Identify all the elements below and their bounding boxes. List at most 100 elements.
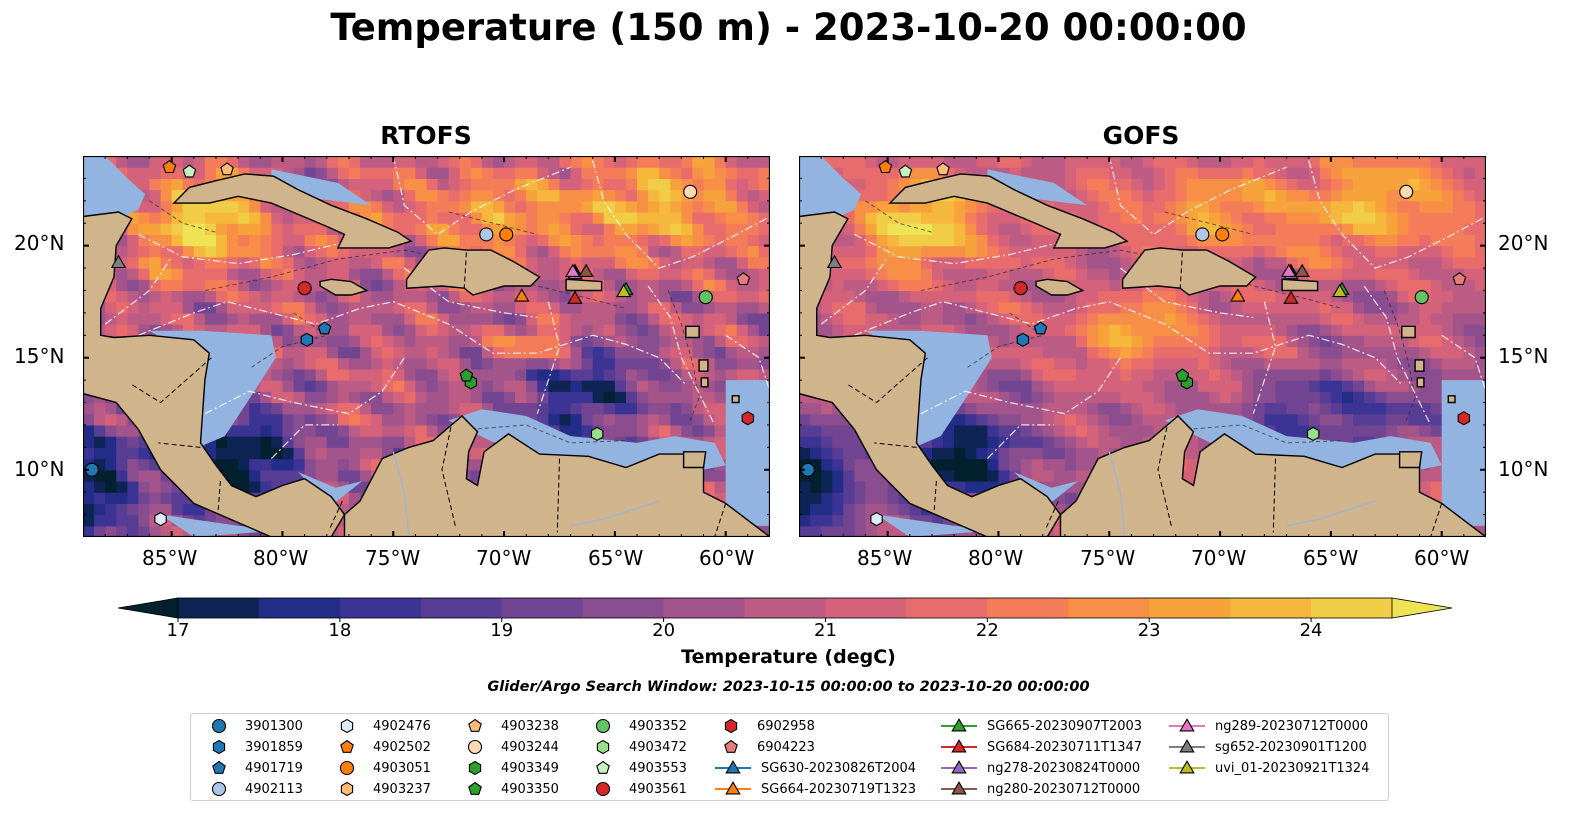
legend-label: 4902502 [373,740,431,755]
eez-boundary [1363,285,1432,426]
eez-boundary [270,424,338,460]
colorbar-segment [1230,598,1312,618]
bathymetry-contour [1186,424,1343,444]
colorbar-label: Temperature (degC) [681,646,896,668]
eez-boundary [986,424,1054,460]
observation-marker-4903553 [898,164,913,178]
observation-marker-ng280-20230712T0000 [1294,263,1310,277]
river [392,451,410,537]
country-border [1179,252,1183,289]
legend-pentagon-icon [212,760,226,774]
observation-marker-4903561 [297,281,312,296]
shelf-area [865,330,992,448]
lon-tick-60w-left: 60°W [699,546,755,570]
legend-circle-icon [211,718,227,734]
shelf-area [160,514,283,537]
country-border [441,427,456,526]
eez-boundary [854,301,1403,386]
observation-marker-4903238 [220,162,234,176]
colorbar-tick-17: 17 [166,620,190,641]
observation-marker-4903051 [1215,227,1230,242]
bathymetry-contour [204,249,627,309]
legend-marker-hexagon-icon [212,739,226,755]
legend-label: 4903244 [501,740,559,755]
land [1035,278,1085,296]
legend-label: SG630-20230826T2004 [761,761,917,776]
colorbar-segment [1149,598,1231,618]
legend-triangle-icon [1179,760,1195,774]
legend-circle-icon [211,781,227,797]
eez-boundary [1308,160,1486,269]
lon-tick-65w-right: 65°W [1303,546,1359,570]
bathymetry-contour [865,200,933,233]
observation-marker-ng280-20230712T0000 [578,263,594,277]
legend-marker-pentagon-icon [340,739,354,753]
observation-marker-4903553 [182,164,197,178]
legend-marker-triangle-icon [941,760,977,774]
legend-marker-pentagon-icon [212,760,226,774]
legend-triangle-icon [951,781,967,795]
legend-circle-icon [467,739,483,755]
observation-marker-4901719 [317,321,332,335]
land [1414,359,1425,372]
legend-marker-circle-icon [211,718,227,734]
eez-boundary [647,285,716,426]
observation-marker-6904223 [736,272,751,286]
observation-marker-3901859 [1016,332,1030,347]
country-border [847,357,928,404]
country-border [328,500,343,531]
legend-marker-hexagon-icon [724,718,738,734]
legend-marker-triangle-icon [941,739,977,753]
colorbar-tick-21: 21 [814,620,837,641]
observation-marker-ng289-20230712T0000 [565,263,581,277]
observation-marker-4902113 [479,227,494,242]
colorbar-segment [339,598,422,618]
bathymetry-contour [920,249,1343,309]
colorbar-segment [420,598,503,618]
colorbar-tick-19: 19 [490,620,514,641]
shelf-area [725,380,770,526]
colorbar [118,597,1452,622]
observation-marker-3901859 [300,332,314,347]
observation-marker-SG664-20230719T1323 [514,288,530,302]
colorbar-segment [906,598,988,618]
colorbar-segment [1068,598,1150,618]
eez-boundary [138,301,687,386]
observation-marker-4902476 [154,511,167,527]
legend-marker-pentagon-icon [724,739,738,753]
lat-tick-10n-right: 10°N [1498,457,1549,481]
bathymetry-contour [1383,290,1416,421]
lon-tick-70w-left: 70°W [476,546,532,570]
legend-triangle-icon [725,781,741,795]
legend-label: 4903352 [629,719,687,734]
eez-boundary [820,256,889,325]
land [565,278,603,292]
legend-marker-hexagon-icon [340,718,354,734]
river [570,500,660,527]
legend-hexagon-icon [468,760,482,776]
lat-tick-20n-right: 20°N [1498,231,1549,255]
lon-tick-70w-right: 70°W [1191,546,1247,570]
land [319,278,369,296]
eez-boundary [854,233,1066,265]
observation-marker-4903472 [590,426,604,442]
legend: 3901300 3901859 4901719 4902113 4902476 49025… [190,713,1389,801]
legend-hexagon-icon [340,718,354,734]
observation-marker-4903561 [1013,281,1028,296]
shelf-area [298,472,363,506]
country-border [874,442,917,448]
legend-label: 3901859 [245,740,303,755]
legend-circle-icon [595,781,611,797]
legend-marker-triangle-icon [1169,760,1205,774]
observation-marker-4903352 [698,290,713,305]
land [888,173,1129,249]
legend-hexagon-icon [596,739,610,755]
lon-tick-80w-right: 80°W [968,546,1024,570]
lat-tick-15n-left: 15°N [14,344,65,368]
observation-marker-4903238 [936,162,950,176]
land [1416,377,1425,388]
eez-boundary [104,256,173,325]
legend-label: SG665-20230907T2003 [987,719,1143,734]
gofs-map-panel [799,156,1486,537]
legend-label: 4903350 [501,782,559,797]
